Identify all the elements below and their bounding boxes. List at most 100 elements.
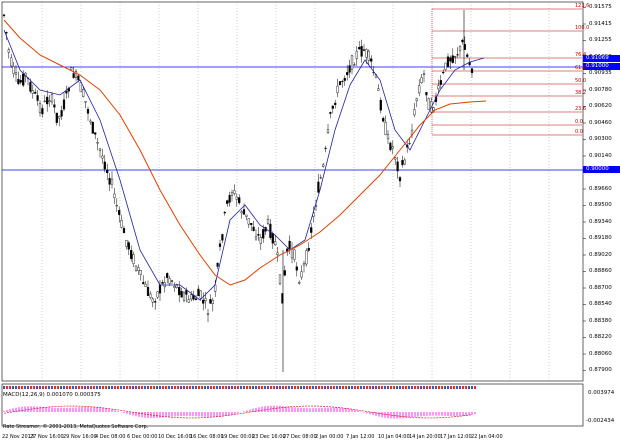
- candle: [17, 71, 20, 86]
- candle: [228, 191, 231, 207]
- candle: [370, 55, 373, 69]
- price-tick-label: 0.89340: [589, 218, 612, 225]
- candle: [233, 184, 236, 196]
- time-tick-label: 10 Jan 04:00: [378, 434, 410, 440]
- candle: [391, 140, 394, 155]
- candle: [221, 233, 224, 244]
- price-tick-label: 0.88860: [589, 268, 612, 274]
- candle: [125, 239, 128, 250]
- time-tick-label: 16 Dec 08:00: [190, 434, 224, 440]
- candle: [324, 145, 327, 153]
- candle: [319, 174, 322, 180]
- candle: [348, 59, 351, 78]
- fib-level-label: 0.0: [575, 119, 583, 125]
- candle: [408, 137, 411, 145]
- price-tick-label: 0.89500: [589, 202, 612, 208]
- candle: [41, 104, 44, 118]
- candle: [266, 215, 270, 226]
- macd-axis-bottom: -0.002434: [586, 418, 615, 424]
- candle: [187, 295, 190, 303]
- candle: [50, 91, 54, 105]
- candle: [146, 280, 150, 296]
- candle: [298, 280, 301, 285]
- candle: [382, 116, 385, 123]
- candle: [458, 45, 462, 58]
- time-tick-label: 29 Nov 16:00: [63, 434, 97, 440]
- price-tick-label: 0.88540: [589, 301, 612, 307]
- candle: [70, 66, 73, 70]
- candle: [331, 105, 334, 114]
- candle: [91, 121, 94, 134]
- candle: [144, 281, 147, 287]
- candle: [178, 281, 181, 303]
- candle: [173, 282, 176, 292]
- price-tick-label: 0.88220: [589, 334, 612, 340]
- candle: [398, 175, 402, 188]
- candle: [389, 141, 392, 152]
- candle: [154, 298, 157, 310]
- candle: [278, 274, 282, 286]
- candle: [223, 210, 226, 216]
- candle: [168, 275, 171, 287]
- candle: [113, 187, 116, 204]
- candle: [451, 48, 454, 64]
- candle: [355, 46, 358, 66]
- candle: [269, 219, 272, 240]
- candle: [151, 297, 154, 308]
- candle: [401, 155, 404, 168]
- candle: [132, 251, 135, 267]
- candle: [96, 137, 99, 151]
- candle: [384, 115, 387, 136]
- candle: [197, 285, 200, 297]
- candle: [127, 240, 130, 256]
- time-tick-label: 27 Nov 16:00: [30, 434, 64, 440]
- candle: [130, 245, 133, 262]
- candle: [170, 279, 174, 285]
- candle: [413, 102, 416, 118]
- copyright-footer: Rate Streamer, © 2001-2013, MetaQuotes S…: [3, 424, 149, 430]
- time-tick-label: 17 Jan 12:00: [440, 434, 472, 440]
- candle: [94, 132, 97, 140]
- candle: [108, 173, 111, 191]
- candle: [326, 123, 330, 135]
- candle: [194, 294, 198, 301]
- candle: [329, 111, 332, 119]
- candle: [110, 171, 114, 189]
- candle: [7, 47, 10, 59]
- candle: [420, 74, 423, 85]
- candle: [288, 235, 291, 255]
- price-tick-label: 0.88060: [589, 350, 612, 357]
- candle: [338, 80, 342, 86]
- candle: [427, 97, 430, 110]
- candle: [240, 210, 243, 219]
- candle: [226, 199, 229, 207]
- price-tick-label: 0.90460: [589, 119, 612, 126]
- candle: [394, 156, 397, 165]
- candle: [470, 67, 474, 78]
- candle: [274, 234, 277, 246]
- price-tick-label: 0.88700: [589, 284, 612, 291]
- price-tick-label: 0.88380: [589, 317, 612, 324]
- price-tick-label: 0.91415: [589, 20, 612, 27]
- candle: [72, 66, 75, 79]
- fib-level-label: 0.0: [575, 129, 583, 135]
- candle: [422, 69, 426, 83]
- candle: [218, 239, 222, 251]
- candle: [202, 292, 205, 311]
- fib-level-label: 61.8: [575, 65, 587, 71]
- candle: [120, 214, 123, 229]
- candle: [101, 148, 104, 164]
- candle: [449, 55, 452, 70]
- candle: [439, 74, 442, 89]
- candle: [86, 106, 90, 121]
- price-tick-label: 0.90140: [589, 152, 612, 159]
- macd-indicator-label: MACD(12,26,9) 0.001070 0.000375: [3, 392, 101, 398]
- candle: [137, 264, 140, 275]
- candle: [106, 163, 109, 181]
- candle: [139, 269, 142, 281]
- candle: [290, 241, 294, 264]
- candle: [190, 290, 193, 302]
- candle: [257, 226, 260, 241]
